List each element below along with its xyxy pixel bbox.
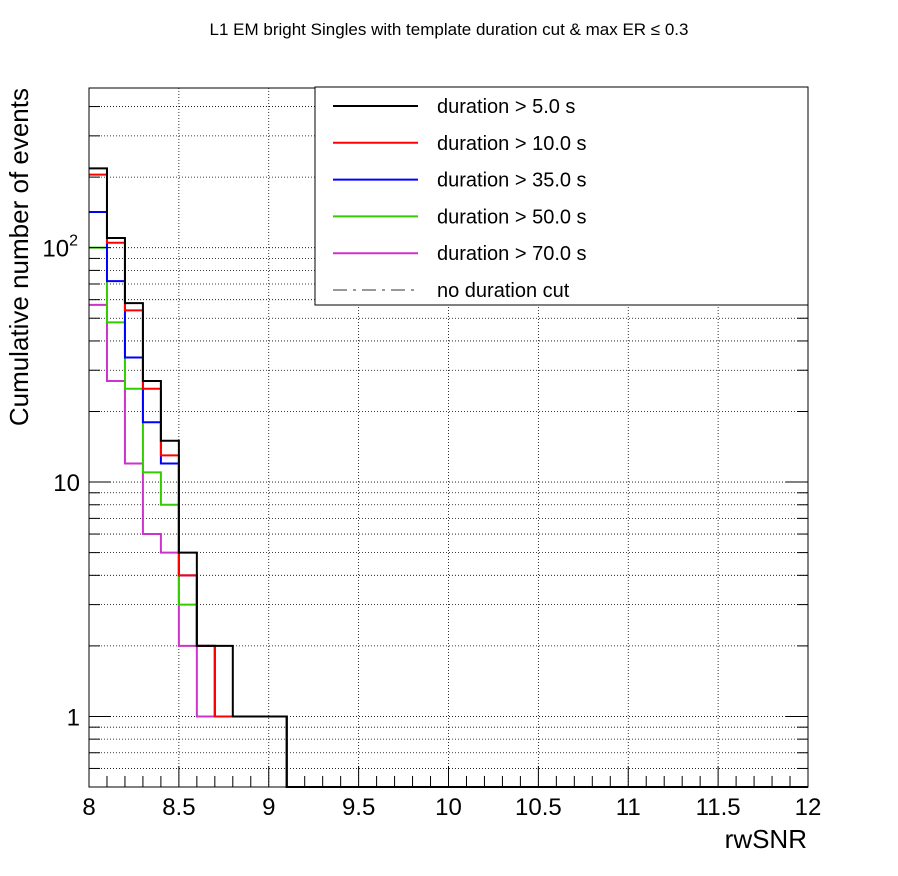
x-tick-label: 9.5 <box>342 794 375 821</box>
y-tick-label: 102 <box>42 233 78 263</box>
legend-label: duration > 5.0 s <box>437 96 575 118</box>
legend-label: duration > 70.0 s <box>437 243 587 265</box>
legend: duration > 5.0 s duration > 10.0 s duratio… <box>314 86 809 306</box>
y-tick-labels: 1 10 102 <box>42 233 80 732</box>
series-line <box>89 303 808 788</box>
x-tick-label: 9 <box>262 794 275 821</box>
axis-ticks <box>88 106 809 788</box>
y-axis-title: Cumulative number of events <box>4 88 34 426</box>
legend-label: no duration cut <box>437 280 570 302</box>
x-tick-label: 11 <box>616 794 641 821</box>
x-tick-label: 10 <box>435 794 462 821</box>
y-tick-label: 10 <box>53 470 80 497</box>
legend-box <box>314 86 809 306</box>
legend-label: duration > 10.0 s <box>437 133 587 155</box>
chart-title: L1 EM bright Singles with template durat… <box>210 20 689 39</box>
x-tick-labels: 8 8.5 9 9.5 10 10.5 11 11.5 12 <box>82 794 821 821</box>
x-axis-title: rwSNR <box>725 824 807 854</box>
x-tick-label: 12 <box>795 794 822 821</box>
x-tick-label: 8.5 <box>162 794 195 821</box>
x-tick-label: 10.5 <box>515 794 562 821</box>
x-tick-label: 8 <box>82 794 95 821</box>
legend-label: duration > 35.0 s <box>437 170 587 192</box>
legend-label: duration > 50.0 s <box>437 206 587 228</box>
y-tick-label: 1 <box>67 704 80 731</box>
x-tick-label: 11.5 <box>696 794 741 821</box>
